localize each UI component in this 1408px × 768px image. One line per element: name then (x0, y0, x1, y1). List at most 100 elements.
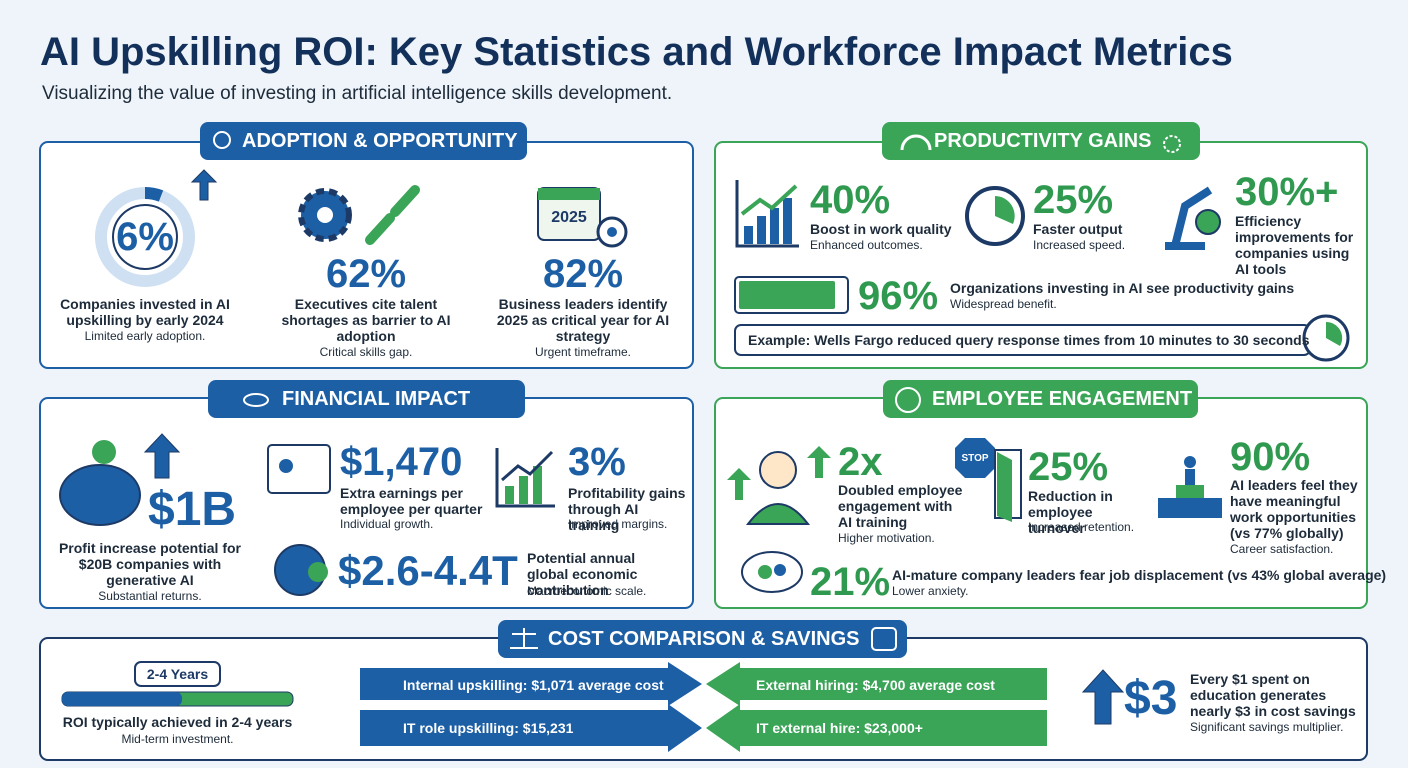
icon-plus (1195, 209, 1221, 235)
icon-chain (365, 185, 420, 245)
stat: 96% (858, 274, 939, 318)
icon-gauge (900, 134, 932, 151)
icon-target-center (607, 227, 617, 237)
icon-ring-arc (144, 186, 164, 202)
stat: 3% (568, 440, 626, 484)
title: AI Upskilling ROI: Key Statistics and Wo… (40, 30, 1233, 74)
stat-note: Critical skills gap. (319, 345, 413, 359)
stat: $3 (1124, 672, 1178, 725)
roi-bar-blue (62, 692, 182, 706)
pill-cost (498, 620, 907, 658)
stat: 2x (838, 440, 883, 484)
icon-globe-coin (308, 562, 328, 582)
stat-label: AI-mature company leaders fear job displ… (892, 567, 1387, 583)
stat: $1B (148, 483, 237, 536)
stat: 90% (1230, 435, 1311, 479)
stat-note: Enhanced outcomes. (810, 238, 923, 252)
icon-axis (495, 448, 555, 508)
stat-label: Every $1 spent on education generates ne… (1190, 671, 1356, 719)
icon-podium-top (1176, 485, 1204, 498)
arrow-external (706, 662, 1047, 706)
pill-productivity (882, 122, 1200, 160)
stat-note: Substantial returns. (98, 589, 202, 603)
stat: 21% (810, 560, 891, 604)
arrow-it-external (706, 704, 1047, 752)
subtitle: Visualizing the value of investing in ar… (42, 83, 673, 104)
calendar-label: 2025 (551, 209, 587, 226)
icon-piggy (59, 464, 141, 526)
progress-fill (739, 281, 835, 309)
stat-note: Career satisfaction. (1230, 542, 1334, 556)
icon-coins (243, 393, 269, 407)
section-title: FINANCIAL IMPACT (282, 388, 471, 410)
stat-note: Individual growth. (340, 517, 434, 531)
icon-calendar-top (538, 188, 600, 200)
icon-bar (744, 226, 753, 244)
stat-note: Widespread benefit. (950, 297, 1057, 311)
icon-arrow-up (190, 169, 218, 201)
icon-stopwatch-fill (995, 196, 1015, 224)
stat-label: Executives cite talent shortages as barr… (281, 296, 451, 344)
external-cost: IT external hire: $23,000+ (756, 720, 923, 736)
stat-note: Increased speed. (1033, 238, 1126, 252)
pill-financial (208, 380, 525, 418)
stat-label: Profitability gains through AI training (568, 485, 686, 533)
arrow-internal (360, 662, 702, 706)
external-cost: External hiring: $4,700 average cost (756, 677, 995, 693)
icon-bar (757, 216, 766, 244)
stat-label: Profit increase potential for $20B compa… (58, 540, 242, 588)
stat-label: Boost in work quality (810, 221, 952, 237)
roi-badge-text: 2-4 Years (146, 666, 209, 682)
roi-label: ROI typically achieved in 2-4 years (62, 714, 293, 730)
internal-cost: Internal upskilling: $1,071 average cost (403, 677, 664, 693)
icon-person-head (759, 451, 797, 489)
icon-door (997, 452, 1012, 522)
stat: 62% (325, 252, 407, 296)
icon-people (895, 387, 921, 413)
icon-id-card (267, 444, 331, 494)
stat-label: Business leaders identify 2025 as critic… (496, 296, 670, 344)
stat-note: Lower anxiety. (892, 584, 969, 598)
pill-engagement (883, 380, 1198, 418)
icon-gear-hole (317, 207, 333, 223)
icon-arrow-up (1081, 669, 1125, 725)
icon-bar (505, 486, 514, 504)
stat-label: Efficiency improvements for companies us… (1235, 213, 1354, 277)
section-title: PRODUCTIVITY GAINS (934, 130, 1152, 152)
icon-cloud-gear (774, 564, 786, 576)
stop-sign-text: STOP (961, 453, 989, 464)
stat-note: Urgent timeframe. (534, 345, 632, 359)
icon-ring-inner (112, 204, 178, 270)
arrow-it-role (360, 704, 702, 752)
icon-bar (533, 466, 542, 504)
icon-trend (740, 184, 798, 216)
stat: $2.6-4.4T (338, 547, 518, 594)
roi-badge (134, 661, 221, 687)
pill-adoption (200, 122, 527, 160)
roi-note: Mid-term investment. (121, 732, 234, 746)
icon-robot-arm (1165, 186, 1213, 250)
icon-bulb (213, 131, 231, 149)
icon-podium-body (1185, 469, 1195, 485)
stat-label: Reduction in employee turnover (1028, 488, 1113, 536)
icon-arrow-up (143, 433, 181, 479)
icon-bag (871, 627, 897, 651)
stat-label: Companies invested in AI upskilling by e… (60, 296, 230, 328)
icon-bar (770, 208, 779, 244)
icon-bar (783, 198, 792, 244)
stat: 40% (810, 178, 891, 222)
stat: 82% (542, 252, 624, 296)
icon-cloud-gear (758, 565, 772, 579)
stat: 6% (116, 215, 174, 259)
internal-cost: IT role upskilling: $15,231 (403, 720, 574, 736)
icon-stop-sign (955, 438, 995, 478)
icon-podium-person (1184, 456, 1196, 468)
icon-stopwatch-small-fill (1326, 321, 1343, 346)
section-title: ADOPTION & OPPORTUNITY (242, 130, 518, 152)
stat: 25% (1028, 445, 1109, 489)
section-title: EMPLOYEE ENGAGEMENT (932, 388, 1193, 410)
stat-label: Faster output (1033, 221, 1123, 237)
